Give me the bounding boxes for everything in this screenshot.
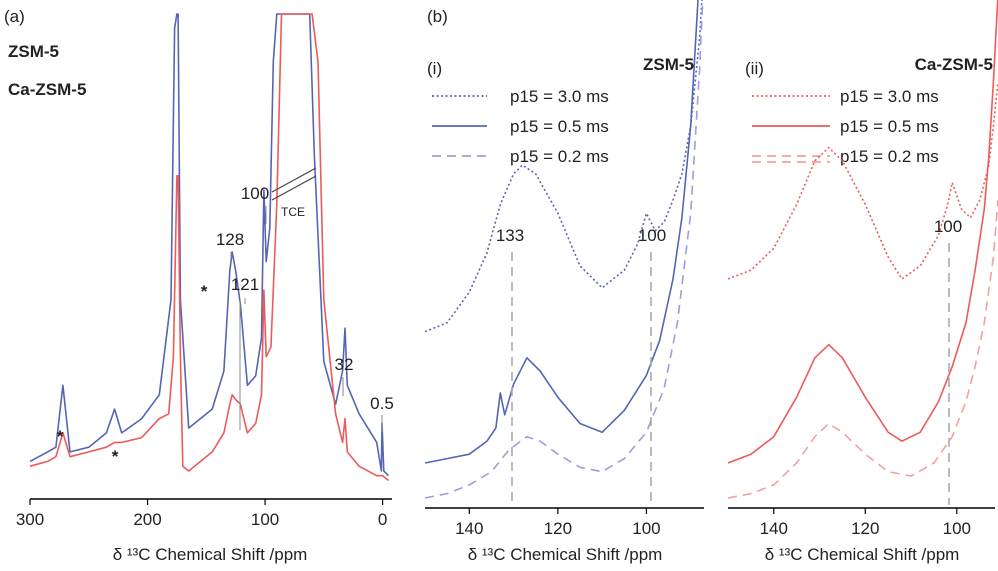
x-tick-label-0-300: 300 <box>16 510 44 529</box>
x-tick-label-0-200: 200 <box>133 510 161 529</box>
x-axis-label-b-ii: δ ¹³C Chemical Shift /ppm <box>765 545 960 564</box>
x-tick-label-2-120: 120 <box>851 519 879 538</box>
legend-entry-1-2: p15 = 0.2 ms <box>510 147 609 166</box>
x-tick-label-1-120: 120 <box>544 519 572 538</box>
annotation-star-3: * <box>201 282 208 301</box>
legend-entry-1-0: p15 = 3.0 ms <box>510 87 609 106</box>
legend-ca-zsm5: Ca-ZSM-5 <box>8 80 86 99</box>
x-axis-label-a: δ ¹³C Chemical Shift /ppm <box>113 545 308 564</box>
annotation-128: 128 <box>216 230 244 249</box>
panel-b-i: (b) (i) ZSM-5 p15 = 3.0 ms p15 = 0.5 ms p1… <box>424 0 704 564</box>
series-line-ca-zsm-5-0 <box>29 13 390 482</box>
panel-b-ii: (ii) Ca-ZSM-5 p15 = 3.0 ms p15 = 0.5 ms p1… <box>727 0 998 564</box>
tce-break-marks <box>271 167 317 201</box>
panel-a: (a) ZSM-5 Ca-ZSM-5 300 200 100 0 δ ¹³C Chem… <box>4 7 394 564</box>
annotation-100: 100 <box>241 184 269 203</box>
annotation-133: 133 <box>496 226 524 245</box>
legend-entry-2-1: p15 = 0.5 ms <box>840 117 939 136</box>
series-line-p15-0-2-ms-2 <box>727 200 998 499</box>
x-axis-label-b-i: δ ¹³C Chemical Shift /ppm <box>468 545 663 564</box>
annotation-0p5: 0.5 <box>370 394 394 413</box>
x-tick-label-0-100: 100 <box>251 510 279 529</box>
panel-b-label: (b) <box>427 7 448 26</box>
series-line-p15-3-0-ms-1 <box>424 0 703 333</box>
series-line-p15-0-2-ms-1 <box>424 0 704 499</box>
x-tick-label-1-140: 140 <box>455 519 483 538</box>
series-line-p15-0-5-ms-2 <box>727 0 998 464</box>
legend-entry-2-2: p15 = 0.2 ms <box>840 147 939 166</box>
guide-lines-b-i <box>511 252 652 505</box>
sample-title-b-ii: Ca-ZSM-5 <box>915 55 993 74</box>
legend-entry-1-1: p15 = 0.5 ms <box>510 117 609 136</box>
panel-b-i-label: (i) <box>427 59 442 78</box>
legend-entry-2-0: p15 = 3.0 ms <box>840 87 939 106</box>
series-line-zsm-5-0 <box>29 13 390 477</box>
x-tick-label-0-0: 0 <box>378 510 387 529</box>
x-tick-label-1-100: 100 <box>632 519 660 538</box>
annotation-32: 32 <box>335 355 354 374</box>
panel-a-label: (a) <box>4 7 25 26</box>
annotation-star-1: * <box>57 427 64 446</box>
annotation-100-b-i: 100 <box>638 226 666 245</box>
x-tick-label-2-100: 100 <box>943 519 971 538</box>
x-tick-label-2-140: 140 <box>760 519 788 538</box>
annotation-121: 121 <box>231 275 259 294</box>
sample-title-b-i: ZSM-5 <box>643 55 694 74</box>
annotation-tce: TCE <box>281 205 305 219</box>
annotation-100-b-ii: 100 <box>934 217 962 236</box>
series-line-p15-0-5-ms-1 <box>424 0 699 464</box>
annotation-star-2: * <box>112 447 119 466</box>
peak-guides-a <box>230 206 383 432</box>
panel-b-ii-label: (ii) <box>745 59 764 78</box>
legend-zsm5: ZSM-5 <box>8 42 59 61</box>
series-line-p15-3-0-ms-2 <box>727 81 998 280</box>
